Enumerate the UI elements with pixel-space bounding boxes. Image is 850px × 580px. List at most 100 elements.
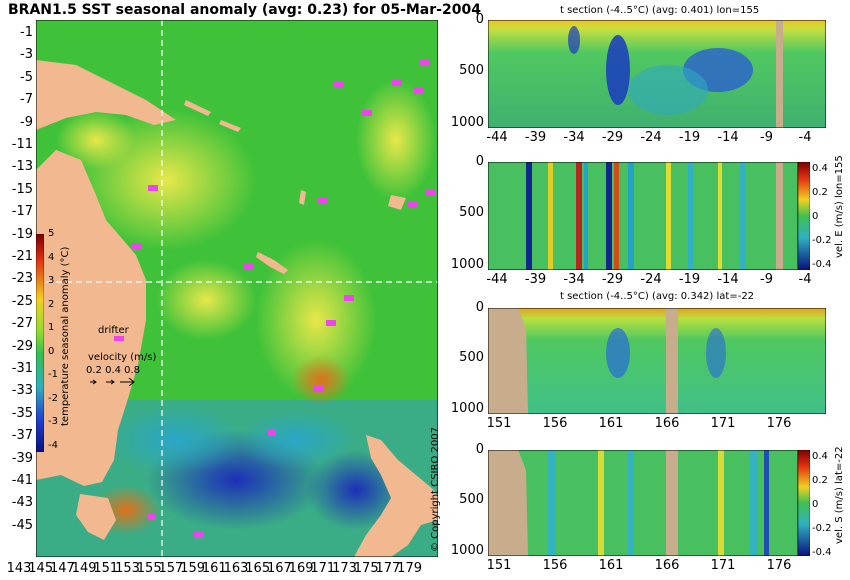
fiji-islands	[388, 195, 406, 210]
section-y-tick: 0	[475, 12, 484, 27]
map-y-tick: -31	[11, 361, 33, 376]
map-y-tick: -7	[20, 92, 33, 108]
map-y-tick: -33	[11, 383, 33, 399]
section-y-tick: 500	[459, 350, 484, 366]
section-x-tick: 176	[766, 416, 792, 431]
section-x-tick: -9	[760, 130, 773, 145]
map-y-tick: -27	[11, 316, 33, 332]
map-x-tick: 149	[71, 561, 97, 576]
section-y-tick: 500	[459, 205, 484, 221]
section-x-tick: -34	[563, 272, 585, 287]
section-x-tick: -4	[798, 272, 812, 287]
map-y-tick: -23	[11, 271, 33, 287]
map-x-tick: 143	[6, 561, 32, 576]
sst-colorbar-tick: 4	[48, 251, 55, 263]
map-y-tick: -37	[11, 428, 33, 444]
drifter-markers	[132, 60, 436, 538]
section1-title: t section (-4..5°C) (avg: 0.401) lon=155	[560, 5, 760, 16]
tasmania-land	[76, 494, 116, 540]
vel-s-colorbar-tick: 0	[812, 499, 819, 510]
section-x-tick: -24	[640, 130, 662, 145]
section-x-tick: 151	[486, 416, 512, 431]
vel-s-colorbar-tick: 0.4	[812, 451, 828, 462]
map-x-tick: 159	[180, 561, 206, 576]
map-y-tick: -41	[11, 473, 33, 488]
map-x-tick: 165	[245, 561, 271, 576]
section-x-tick: 166	[654, 416, 680, 431]
section-x-tick: 156	[542, 416, 568, 431]
map-x-tick: 173	[332, 561, 357, 576]
section-x-tick: -14	[717, 272, 739, 287]
map-y-tick: -29	[11, 338, 33, 354]
sst-colorbar-tick: 3	[48, 275, 55, 286]
new-caledonia-land	[256, 252, 288, 274]
map-x-tick: 151	[93, 561, 119, 576]
sst-colorbar	[36, 234, 44, 452]
map-y-tick: -45	[11, 517, 33, 533]
copyright-text: © Copyright CSIRO 2007	[430, 427, 441, 552]
map-y-tick: -9	[20, 114, 33, 130]
section-y-tick: 0	[475, 300, 484, 315]
section-x-tick: -44	[486, 272, 508, 287]
map-y-tick: -13	[11, 159, 33, 175]
section-y-tick: 500	[459, 492, 484, 508]
section-y-tick: 1000	[450, 542, 484, 558]
vel-s-colorbar-tick: -0.2	[812, 523, 832, 534]
map-x-tick: 175	[353, 561, 379, 576]
map-x-tick: 177	[375, 561, 401, 576]
section-x-tick: 161	[598, 416, 624, 431]
map-y-tick: -21	[11, 249, 33, 264]
section3-plot	[488, 308, 826, 414]
vel-e-colorbar-tick: 0	[812, 211, 819, 222]
velocity-label: velocity (m/s)	[88, 352, 157, 363]
sst-colorbar-tick: -2	[48, 392, 58, 404]
section-x-tick: -29	[601, 272, 624, 287]
map-x-tick: 169	[288, 561, 314, 576]
section-y-tick: 0	[475, 442, 484, 457]
section-x-tick: -19	[678, 130, 701, 145]
sst-colorbar-label: temperature seasonal anomaly (°C)	[60, 246, 71, 426]
map-x-tick: 157	[158, 561, 184, 576]
map-y-tick: -17	[11, 204, 33, 220]
map-y-tick: -25	[11, 293, 33, 309]
section-x-tick: 161	[598, 558, 624, 573]
new-guinea-land	[36, 60, 176, 130]
section-y-tick: 1000	[450, 114, 484, 130]
vel-e-colorbar-tick: -0.2	[812, 235, 832, 246]
section-x-tick: 171	[710, 558, 736, 573]
section-x-tick: -24	[640, 272, 662, 287]
section-y-tick: 0	[475, 154, 484, 169]
section-y-tick: 500	[459, 63, 484, 79]
map-x-tick: 179	[397, 561, 423, 576]
section3-title: t section (-4..5°C) (avg: 0.342) lat=-22	[560, 291, 755, 302]
map-x-tick: 161	[201, 561, 227, 576]
sst-colorbar-tick: -1	[48, 369, 58, 380]
sst-colorbar-tick: 0	[48, 345, 55, 357]
map-y-tick: -5	[20, 69, 33, 85]
section-x-tick: -9	[760, 272, 773, 287]
vel-e-colorbar-tick: 0.4	[812, 163, 828, 174]
section4-plot	[488, 450, 798, 556]
vel-e-colorbar-tick: -0.4	[812, 259, 832, 270]
map-y-tick: -15	[11, 181, 33, 197]
sst-map	[36, 20, 438, 557]
vel-s-colorbar-label: vel. S (m/s) lat=-22	[834, 446, 845, 544]
section-x-tick: 156	[542, 558, 568, 573]
sst-colorbar-tick: -4	[48, 439, 58, 451]
vel-e-colorbar-label: vel. E (m/s) lon=155	[834, 155, 845, 258]
velocity-values: 0.2 0.4 0.8	[86, 365, 141, 376]
velocity-arrows	[90, 377, 135, 387]
map-y-tick: -1	[20, 25, 33, 40]
section-x-tick: -44	[486, 130, 508, 145]
map-x-tick: 145	[28, 561, 54, 576]
vanuatu-islands	[299, 190, 306, 205]
map-x-tick: 167	[266, 561, 292, 576]
vel-e-colorbar-tick: 0.2	[812, 187, 828, 198]
map-x-tick: 163	[223, 561, 249, 576]
section-x-tick: -39	[524, 272, 547, 287]
map-x-tick: 147	[49, 561, 75, 576]
drifter-legend-marker	[114, 336, 124, 341]
section-x-tick: 171	[710, 416, 736, 431]
map-x-tick: 171	[310, 561, 336, 576]
sst-colorbar-tick: 5	[48, 228, 55, 239]
